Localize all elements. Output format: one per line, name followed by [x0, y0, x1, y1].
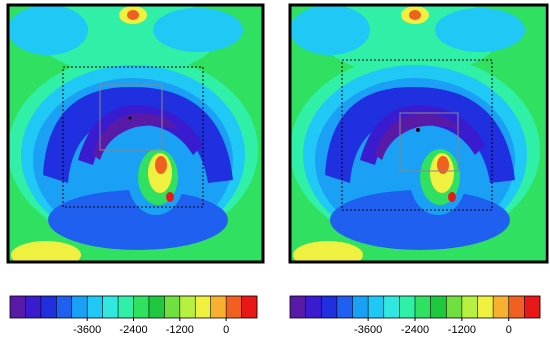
panel-right: [288, 0, 549, 269]
colorbar-box: [508, 296, 525, 318]
colorbar-box: [195, 296, 211, 318]
colorbar-box: [10, 296, 26, 318]
colorbar-box: [336, 296, 353, 318]
colorbar-box: [524, 296, 541, 318]
colorbar-box: [493, 296, 510, 318]
colorbar-box: [461, 296, 478, 318]
colorbar-tick-label: -1200: [448, 324, 476, 336]
colorbars: -3600 -2400 -1200 0 -3600 -2400 -1200 0: [9, 295, 541, 336]
colorbar-box: [210, 296, 227, 318]
colorbar-box: [25, 296, 42, 318]
colorbar-tick-label: 0: [223, 324, 229, 336]
colorbar-tick-label: -3600: [73, 324, 101, 336]
colorbar-box: [305, 296, 322, 318]
colorbar-box: [446, 296, 463, 318]
colorbar-box: [56, 296, 73, 318]
colorbar-box: [477, 296, 494, 318]
colorbar-box: [415, 296, 431, 318]
colorbar-tick-label: -3600: [354, 324, 382, 336]
colorbar-box: [102, 296, 119, 318]
colorbar-tick-label: -1200: [166, 324, 194, 336]
colorbar-box: [87, 296, 103, 318]
colorbar-box: [148, 296, 165, 318]
colorbar-box: [241, 296, 258, 318]
colorbar-box: [164, 296, 181, 318]
colorbar-box: [226, 296, 242, 318]
colorbar-box: [133, 296, 150, 318]
colorbar-box: [352, 296, 369, 318]
colorbar-box: [321, 296, 338, 318]
colorbar-box: [383, 296, 400, 318]
colorbar-tick-label: -2400: [401, 324, 429, 336]
colorbar-box: [40, 296, 57, 318]
colorbar-tick-label: 0: [506, 324, 512, 336]
colorbar-box: [368, 296, 385, 318]
colorbar-box: [71, 296, 88, 318]
colorbar-box: [399, 296, 416, 318]
panel-left: [6, 0, 265, 269]
colorbar-box: [290, 296, 306, 318]
colorbar-box: [430, 296, 447, 318]
colorbar-box: [179, 296, 196, 318]
colorbar-box: [118, 296, 134, 318]
colorbar-tick-label: -2400: [119, 324, 147, 336]
